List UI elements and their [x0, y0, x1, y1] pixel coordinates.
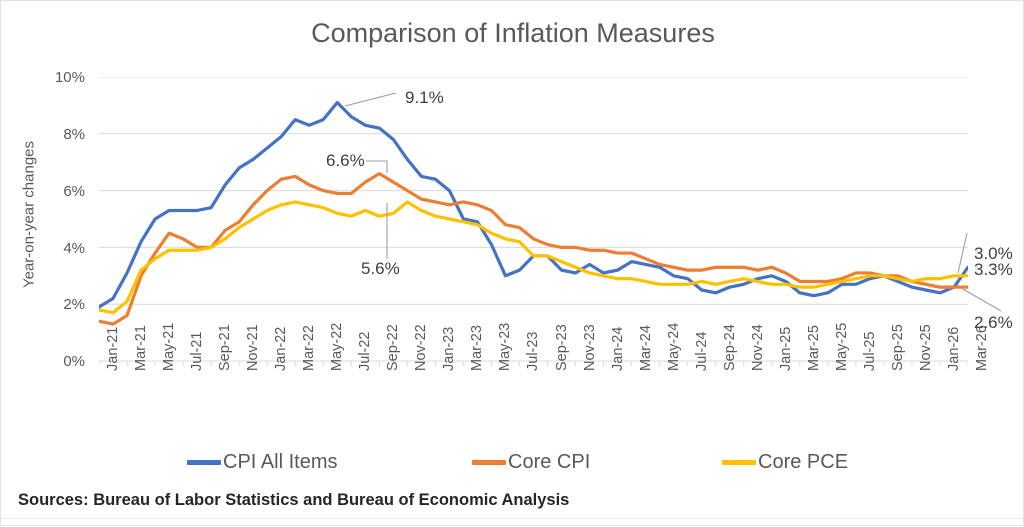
legend-label: Core PCE: [758, 451, 849, 473]
x-tick-label: Mar-24: [637, 325, 654, 371]
series-line-core-pce: [99, 200, 968, 315]
x-tick-label: Jan-26: [945, 326, 962, 371]
legend-swatch-cpi-all-items: [187, 460, 221, 465]
x-tick-label: Nov-25: [917, 324, 934, 371]
x-tick-label: May-22: [329, 322, 346, 371]
series-line-cpi-all-items: [99, 100, 968, 309]
annotation-3-3: 3.3%: [974, 260, 1013, 279]
legend-label: Core CPI: [508, 451, 591, 473]
chart-legend: CPI All Items Core CPI Core PCE: [1, 451, 1024, 479]
x-tick-label: Jul-25: [861, 331, 878, 372]
legend-item-cpi-all-items[interactable]: CPI All Items: [187, 451, 337, 474]
annotation-9-1: 9.1%: [405, 88, 444, 107]
legend-item-core-cpi[interactable]: Core CPI: [472, 451, 590, 474]
x-tick-label: Nov-23: [581, 324, 598, 371]
y-axis-tick-labels: 10% 8% 6% 4% 2% 0%: [39, 1, 85, 527]
plot-area: [99, 77, 968, 366]
x-tick-label: Nov-24: [749, 324, 766, 371]
annotation-5-6: 5.6%: [361, 259, 400, 278]
x-tick-label: Jul-21: [189, 331, 206, 372]
series-lines: [99, 100, 968, 326]
annotation-6-6: 6.6%: [326, 151, 365, 170]
y-tick-label: 6%: [63, 183, 85, 200]
x-tick-label: Jan-24: [609, 326, 626, 371]
y-axis-title: Year-on-year changes: [20, 140, 38, 289]
x-tick-label: Sep-25: [889, 324, 906, 371]
chart-title: Comparison of Inflation Measures: [311, 18, 715, 48]
x-tick-label: Jan-25: [777, 326, 794, 371]
footer-divider: [2, 518, 1024, 519]
x-tick-label: Jul-23: [525, 331, 542, 372]
annotation-3-0: 3.0%: [974, 244, 1013, 263]
legend-swatch-core-cpi: [472, 460, 506, 465]
x-tick-label: Sep-21: [217, 324, 234, 371]
y-tick-label: 8%: [63, 126, 85, 143]
legend-item-core-pce[interactable]: Core PCE: [722, 451, 848, 474]
x-tick-label: Mar-22: [301, 325, 318, 371]
x-tick-label: Sep-23: [553, 324, 570, 371]
x-tick-label: Jan-21: [105, 326, 121, 371]
series-line-core-cpi: [99, 171, 968, 326]
x-tick-label: Jan-23: [441, 326, 458, 371]
y-tick-label: 0%: [63, 353, 85, 370]
x-tick-label: Jul-22: [357, 331, 374, 372]
legend-swatch-core-pce: [722, 460, 756, 465]
y-tick-label: 4%: [63, 240, 85, 257]
x-tick-label: Mar-25: [805, 325, 822, 371]
x-axis-tick-labels: Jan-21 Mar-21 May-21 Jul-21 Sep-21 Nov-21 Jan-…: [99, 323, 990, 465]
annotation-2-6: 2.6%: [974, 313, 1013, 332]
y-tick-label: 2%: [63, 296, 85, 313]
x-tick-label: Sep-22: [385, 324, 402, 371]
x-tick-label: Sep-24: [721, 324, 738, 371]
x-tick-label: Mar-26: [974, 325, 990, 371]
x-tick-label: Nov-22: [413, 324, 430, 371]
x-tick-label: Jul-24: [693, 331, 710, 372]
gridlines: [99, 77, 968, 366]
x-tick-label: May-24: [665, 322, 682, 371]
plot-svg: [99, 77, 968, 366]
legend-label: CPI All Items: [223, 451, 338, 473]
x-tick-label: Mar-23: [469, 325, 486, 371]
x-tick-label: May-23: [497, 322, 514, 371]
sources-note: Sources: Bureau of Labor Statistics and …: [18, 491, 570, 509]
y-tick-label: 10%: [54, 69, 85, 86]
x-tick-label: May-25: [833, 322, 850, 371]
x-tick-label: Jan-22: [273, 326, 290, 371]
x-tick-label: May-21: [161, 322, 178, 371]
x-tick-label: Nov-21: [245, 324, 262, 371]
x-tick-label: Mar-21: [133, 325, 150, 371]
